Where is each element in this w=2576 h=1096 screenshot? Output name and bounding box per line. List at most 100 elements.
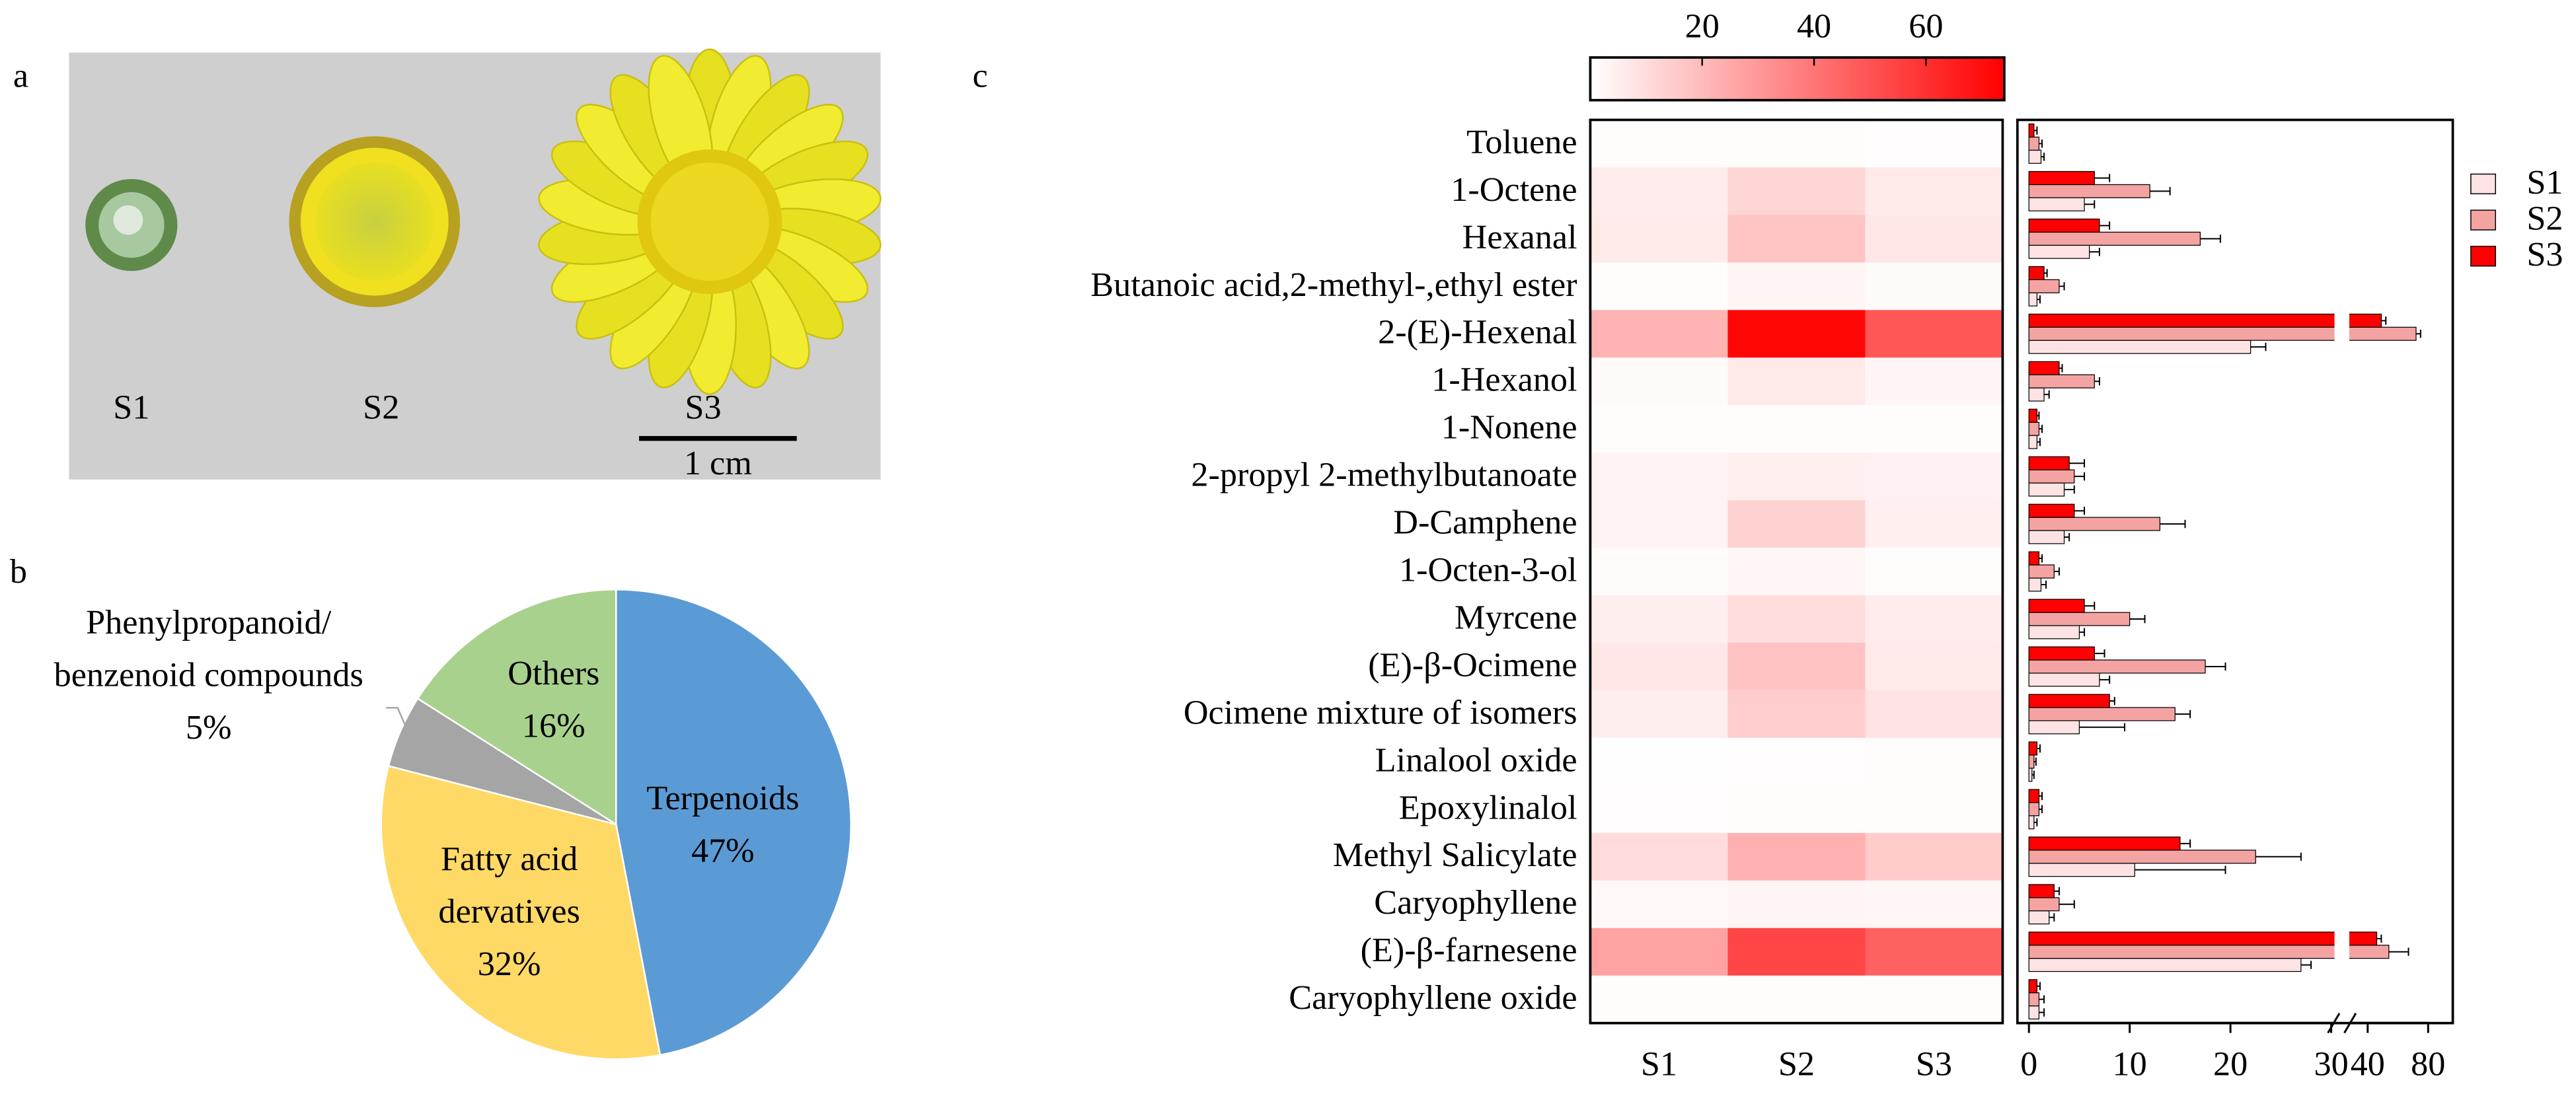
bar <box>2028 789 2040 803</box>
heatmap-cell <box>1865 453 2004 501</box>
error-bar <box>2084 601 2096 610</box>
bar <box>2028 517 2161 531</box>
heatmap-cell <box>1727 928 1866 976</box>
bar <box>2028 863 2135 877</box>
heatmap-cell <box>1590 737 1729 786</box>
bar <box>2028 992 2040 1007</box>
error-bar <box>2205 662 2226 671</box>
heatmap-cell <box>1590 405 1729 453</box>
bar <box>2028 469 2075 484</box>
x-tick-label: 10 <box>2113 1045 2147 1083</box>
bar <box>2028 850 2256 864</box>
row-label: Linalool oxide <box>1375 741 1577 779</box>
bar <box>2028 456 2070 470</box>
stage-label: S1 <box>113 388 149 426</box>
colorbar <box>1589 56 2006 102</box>
row-label: 2-(E)-Hexenal <box>1378 313 1577 351</box>
heatmap-cell <box>1727 785 1866 834</box>
heatmap-cell <box>1865 310 2004 358</box>
error-bar <box>2079 723 2126 732</box>
error-bar <box>2079 628 2086 637</box>
error-bar <box>2099 675 2111 684</box>
error-bar <box>2044 269 2048 277</box>
bar <box>2028 387 2045 402</box>
heatmap-cell <box>1590 310 1729 358</box>
error-bar <box>2179 839 2191 848</box>
heatmap-cell <box>1727 690 1866 739</box>
error-bar <box>2041 580 2047 589</box>
row-label: 1-Hexanol <box>1431 361 1577 399</box>
error-bar <box>2037 744 2041 753</box>
heatmap-cell <box>1590 548 1729 596</box>
pie-label: Others <box>508 654 599 692</box>
bar <box>2028 897 2060 912</box>
heatmap-cell <box>1590 595 1729 643</box>
heatmap-cell <box>1865 120 2004 168</box>
error-bar <box>2300 961 2312 969</box>
heatmap-cell <box>1865 500 2004 548</box>
heatmap-cell <box>1727 167 1866 216</box>
x-tick-label: 20 <box>2213 1045 2248 1083</box>
error-bar <box>2041 153 2045 161</box>
row-label: Ocimene mixture of isomers <box>1184 693 1577 731</box>
stage-label: S3 <box>685 388 721 426</box>
heatmap-cell <box>1727 453 1866 501</box>
bar <box>2028 551 2040 566</box>
error-bar <box>2388 947 2409 956</box>
row-label: Caryophyllene <box>1374 883 1577 922</box>
error-bar <box>2059 282 2065 291</box>
bar <box>2028 340 2252 354</box>
pie-label: Fatty acid <box>441 840 578 878</box>
bar <box>2028 802 2040 817</box>
flower-s2 <box>289 136 461 307</box>
error-bar <box>2054 887 2060 896</box>
heatmap-cell <box>1727 500 1866 548</box>
scale-bar-label: 1 cm <box>684 444 752 482</box>
row-label: (E)-β-Ocimene <box>1368 645 1577 684</box>
heatmap-cell <box>1590 215 1729 264</box>
leader-line <box>386 707 410 735</box>
error-bar <box>2039 791 2043 801</box>
bar <box>2028 184 2150 198</box>
heatmap-cell <box>1865 548 2004 596</box>
pie-label: Phenylpropanoid/ <box>86 603 332 641</box>
bar <box>2028 218 2100 233</box>
error-bar <box>2099 221 2111 230</box>
legend-swatch <box>2470 246 2496 267</box>
error-bar <box>2064 532 2070 542</box>
legend-label: S2 <box>2526 200 2563 238</box>
bar <box>2028 1005 2040 1020</box>
heatmap-cell <box>1590 357 1729 406</box>
heatmap-cell <box>1865 405 2004 453</box>
heatmap-cell <box>1865 595 2004 643</box>
error-bar <box>2039 995 2045 1004</box>
heatmap-cell <box>1865 357 2004 406</box>
error-bar <box>2109 696 2115 706</box>
error-bar <box>2381 316 2387 325</box>
error-bar <box>2059 900 2075 908</box>
row-label: (E)-β-farnesene <box>1361 931 1577 969</box>
bar <box>2028 503 2075 518</box>
bar <box>2028 577 2042 592</box>
heatmap-cell <box>1590 120 1729 168</box>
error-bar <box>2059 364 2063 373</box>
heatmap-cell <box>1727 642 1866 691</box>
heatmap-cell <box>1590 453 1729 501</box>
heatmap-cell <box>1727 215 1866 264</box>
bar <box>2028 958 2302 972</box>
flower-center <box>650 163 769 281</box>
error-bar <box>2415 330 2421 338</box>
bar <box>2028 694 2110 708</box>
bar <box>2028 836 2181 851</box>
bar <box>2028 435 2037 449</box>
heatmap-cell <box>1590 880 1729 929</box>
heatmap-cell <box>1590 500 1729 548</box>
bar <box>2028 136 2040 151</box>
column-label: S2 <box>1778 1045 1815 1083</box>
error-bar <box>2039 554 2043 563</box>
error-bar <box>2089 248 2100 256</box>
heatmap-cell <box>1727 405 1866 453</box>
error-bar <box>2033 126 2038 135</box>
error-bar <box>2135 865 2226 874</box>
heatmap-cell <box>1727 120 1866 168</box>
